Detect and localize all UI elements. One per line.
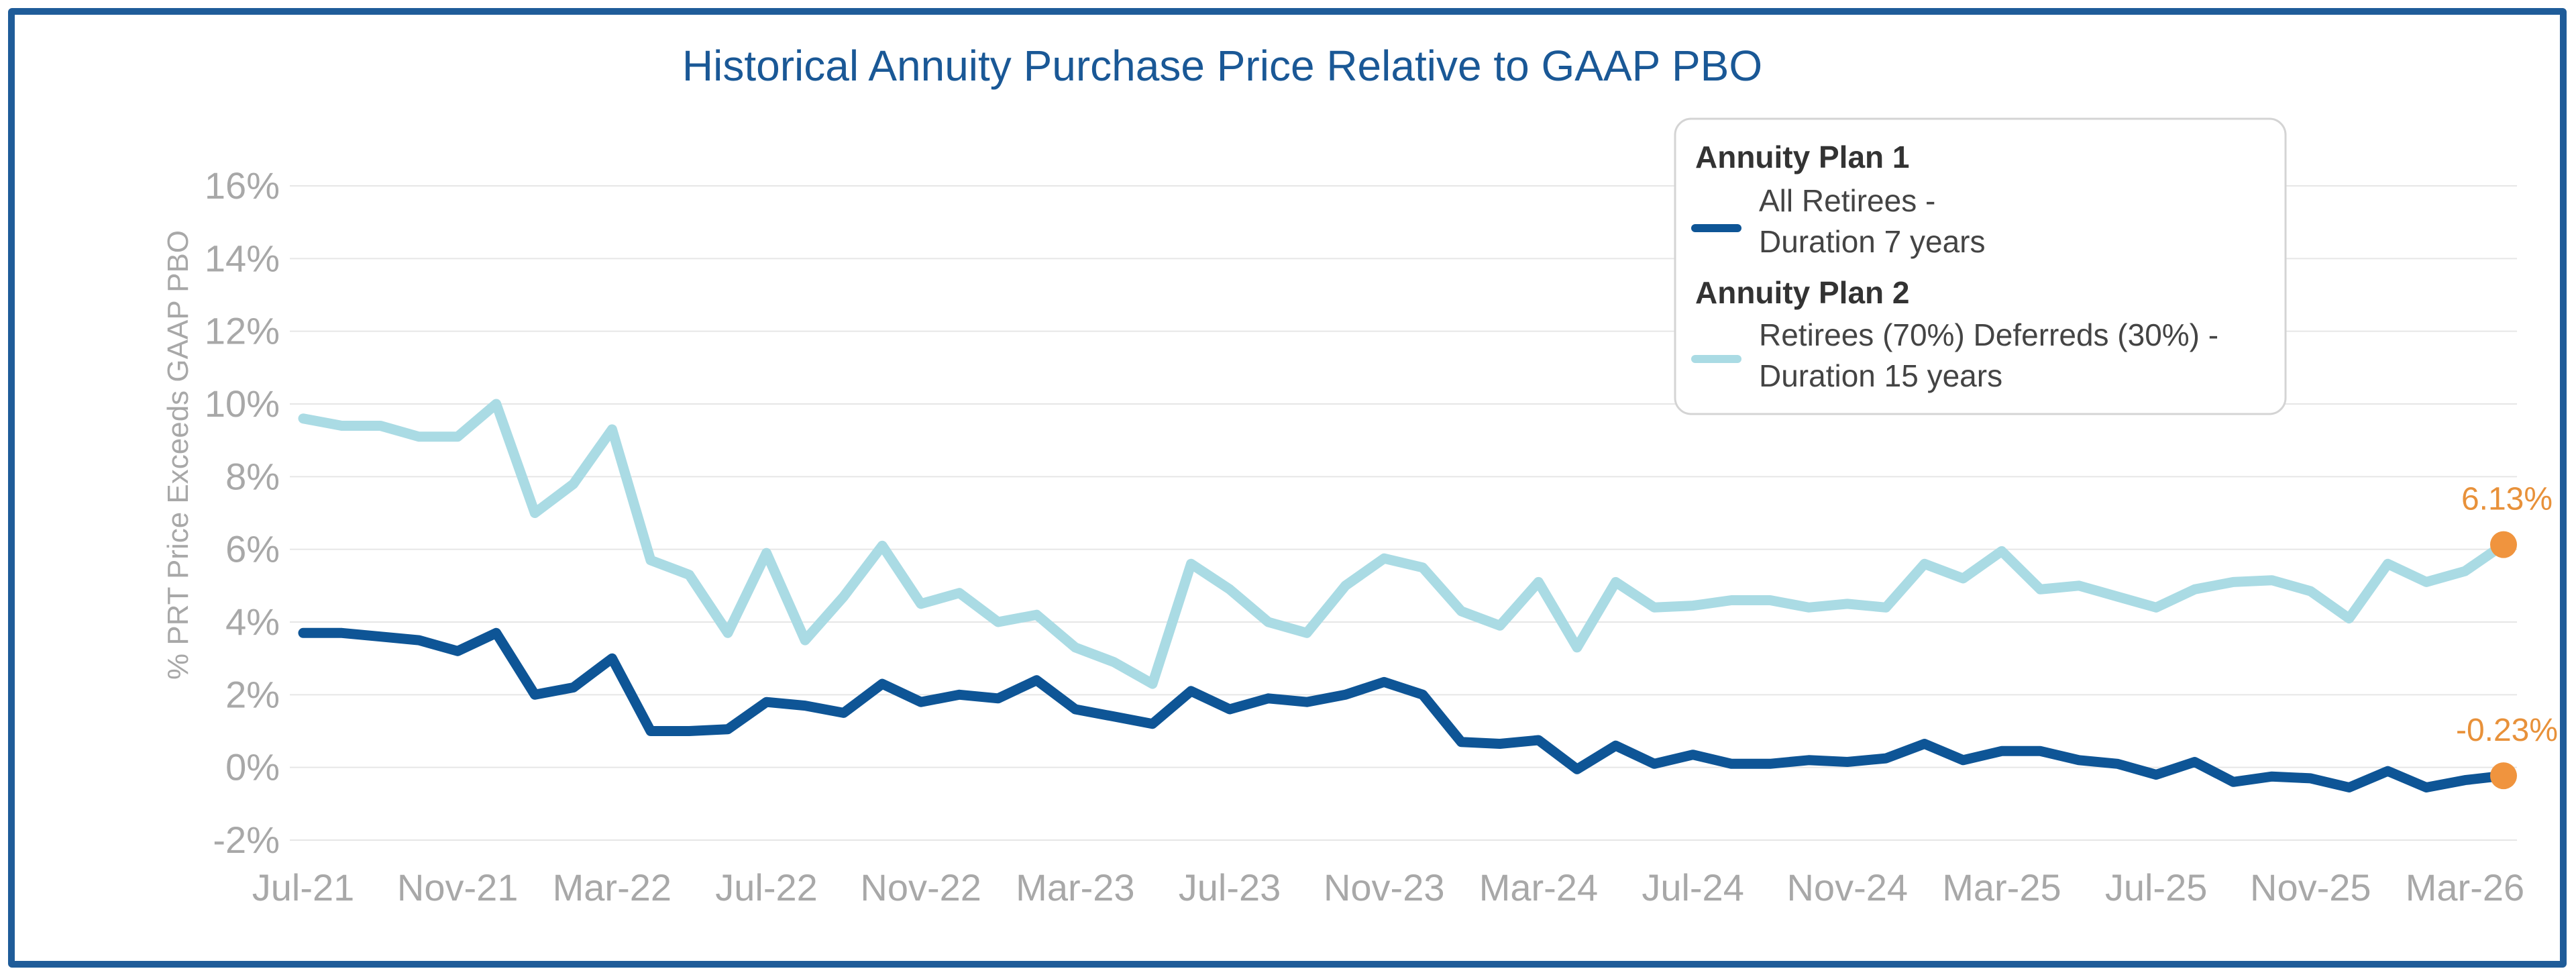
legend-group-1-line-2: Duration 7 years xyxy=(1759,224,1986,259)
x-tick-label: Nov-23 xyxy=(1324,866,1445,909)
end-marker-plan-2 xyxy=(2490,531,2517,558)
legend-box xyxy=(1674,117,2287,415)
legend-group-2-line-2: Duration 15 years xyxy=(1759,358,2002,393)
x-tick-label: Nov-25 xyxy=(2250,866,2371,909)
end-value-label-plan-1: -0.23% xyxy=(2456,713,2558,748)
x-tick-label: Mar-23 xyxy=(1016,866,1134,909)
x-tick-label: Jul-22 xyxy=(715,866,818,909)
x-tick-label: Nov-24 xyxy=(1786,866,1908,909)
x-tick-label: Jul-25 xyxy=(2105,866,2208,909)
y-tick-label: 2% xyxy=(225,673,280,715)
y-tick-label: 16% xyxy=(205,164,280,207)
end-markers: -0.23% 6.13% xyxy=(2456,482,2558,790)
x-tick-label: Jul-23 xyxy=(1179,866,1281,909)
legend-group-2-line-1: Retirees (70%) Deferreds (30%) - xyxy=(1759,317,2218,352)
legend-group-1-line-1: All Retirees - xyxy=(1759,183,1935,218)
x-axis-ticks: Jul-21 Nov-21 Mar-22 Jul-22 Nov-22 Mar-23 Jul-… xyxy=(252,866,2524,909)
y-tick-label: 0% xyxy=(225,746,280,788)
x-tick-label: Nov-22 xyxy=(860,866,981,909)
x-tick-label: Mar-26 xyxy=(2406,866,2524,909)
chart-title: Historical Annuity Purchase Price Relati… xyxy=(682,42,1762,90)
legend-group-1-heading: Annuity Plan 1 xyxy=(1695,140,1909,174)
legend-group-2-heading: Annuity Plan 2 xyxy=(1695,275,1909,310)
x-tick-label: Mar-25 xyxy=(1942,866,2061,909)
x-tick-label: Mar-24 xyxy=(1479,866,1598,909)
end-marker-plan-1 xyxy=(2490,762,2517,790)
chart-frame: Historical Annuity Purchase Price Relati… xyxy=(8,8,2567,968)
y-tick-label: 8% xyxy=(225,455,280,497)
y-tick-label: 12% xyxy=(205,310,280,352)
y-tick-label: 10% xyxy=(205,382,280,425)
end-value-label-plan-2: 6.13% xyxy=(2461,482,2553,517)
y-tick-label: 4% xyxy=(225,601,280,643)
series-line-plan-1 xyxy=(298,627,2509,792)
legend: Annuity Plan 1 All Retirees - Duration 7… xyxy=(1674,117,2287,415)
y-axis-label: % PRT Price Exceeds GAAP PBO xyxy=(162,230,195,680)
x-tick-label: Mar-22 xyxy=(553,866,672,909)
y-tick-label: -2% xyxy=(213,819,280,861)
y-axis-ticks: -2% 0% 2% 4% 6% 8% 10% 12% 14% 16% xyxy=(205,164,280,861)
x-tick-label: Jul-21 xyxy=(252,866,355,909)
series-line-plan-2 xyxy=(298,399,2509,689)
x-tick-label: Nov-21 xyxy=(397,866,519,909)
series-lines xyxy=(298,399,2509,792)
chart: Historical Annuity Purchase Price Relati… xyxy=(162,42,2558,909)
y-tick-label: 14% xyxy=(205,237,280,279)
x-tick-label: Jul-24 xyxy=(1642,866,1744,909)
y-tick-label: 6% xyxy=(225,528,280,570)
